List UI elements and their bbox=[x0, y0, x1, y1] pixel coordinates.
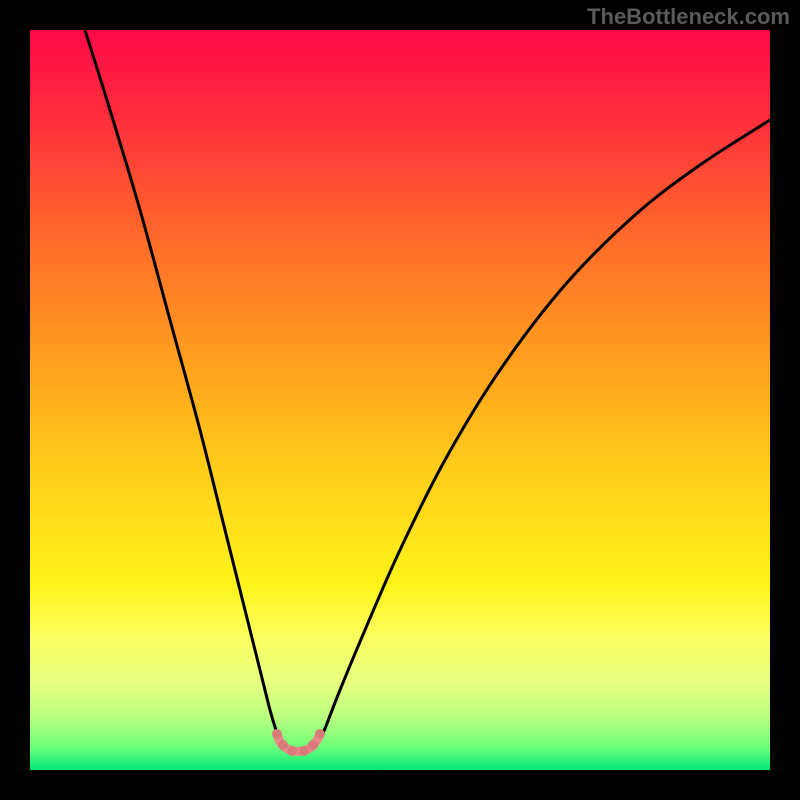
bottleneck-curve-left bbox=[85, 30, 280, 740]
chart-plot-area bbox=[30, 30, 770, 770]
bottleneck-curve-right bbox=[320, 117, 770, 740]
chart-curves bbox=[30, 30, 770, 770]
watermark-text: TheBottleneck.com bbox=[587, 4, 790, 30]
